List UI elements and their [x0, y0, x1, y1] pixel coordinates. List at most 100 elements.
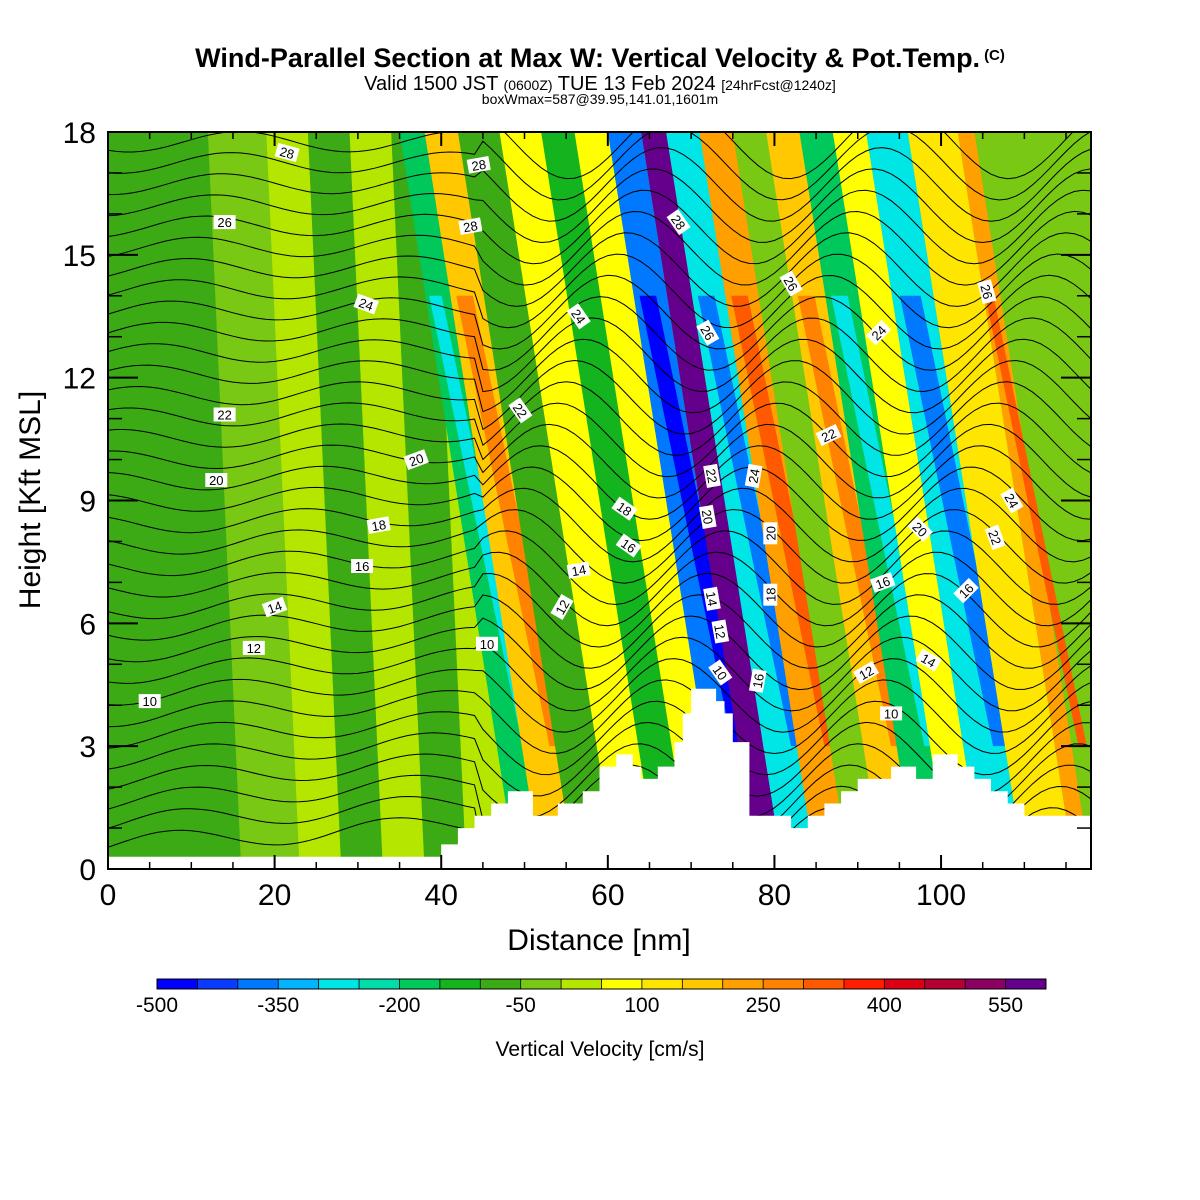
contour-label: 12: [242, 640, 265, 656]
vertical-velocity-shading: [108, 132, 1091, 869]
colorbar-label: Vertical Velocity [cm/s]: [496, 1038, 705, 1061]
contour-label-box: [763, 583, 778, 606]
forecast-run: [24hrFcst@1240z]: [721, 77, 836, 93]
contour-label-text: 28: [470, 157, 487, 174]
contour-label: 12: [550, 593, 574, 621]
x-tick-label: 0: [100, 879, 117, 912]
theta-contour: [108, 636, 1091, 712]
contour-label-text: 10: [710, 663, 731, 683]
shading-band: [499, 132, 658, 869]
contour-label-box: [508, 397, 533, 424]
axes: 0 20 40 60 80 100 0 3 6 9 12 15 18: [63, 117, 1091, 912]
colorbar-swatch: [641, 979, 683, 989]
shading-band: [391, 132, 467, 869]
theta-contour: [108, 338, 1091, 414]
contour-label-box: [205, 473, 228, 487]
shading-band: [832, 132, 983, 869]
contour-label-text: 20: [209, 473, 223, 488]
colorbar-swatch: [1005, 979, 1047, 989]
theta-contour: [108, 466, 1091, 542]
contour-label: 14: [915, 648, 942, 672]
contour-label-box: [708, 659, 733, 686]
theta-contour: [108, 232, 1091, 307]
contour-label-box: [403, 449, 429, 470]
contour-label-text: 22: [217, 408, 231, 423]
y-axis-label: Height [Kft MSL]: [14, 391, 47, 609]
theta-contour: [108, 551, 1091, 627]
contour-label-text: 18: [614, 499, 634, 520]
contour-label: 22: [213, 407, 236, 423]
theta-contour: [108, 423, 1091, 499]
theta-contour: [108, 147, 1091, 222]
colorbar-swatch: [763, 979, 805, 989]
contour-label-text: 20: [763, 526, 778, 540]
contour-label: 24: [1000, 487, 1024, 514]
valid-time-utc: (0600Z): [503, 77, 553, 93]
contour-label-box: [915, 648, 942, 672]
contour-label-box: [880, 706, 903, 721]
shading-band: [457, 132, 617, 869]
contour-label: 14: [566, 561, 591, 579]
colorbar: -500 -350 -200 -50 100 250 400 550: [136, 978, 1047, 1017]
contour-label-box: [261, 596, 288, 618]
contour-label: 26: [696, 319, 720, 346]
chart-subtitle: Valid 1500 JST (0600Z) TUE 13 Feb 2024 […: [0, 73, 1200, 96]
colorbar-swatch: [197, 979, 239, 989]
contour-label-box: [476, 636, 498, 651]
contour-label: 14: [703, 586, 721, 611]
colorbar-swatch: [157, 979, 198, 989]
contour-label: 10: [708, 659, 733, 686]
contour-label-text: 18: [370, 517, 387, 534]
contour-label-text: 20: [407, 451, 426, 470]
contour-label: 10: [476, 636, 498, 652]
contour-label-box: [763, 522, 778, 545]
colorbar-swatch: [803, 979, 845, 989]
colorbar-tick-label: 100: [624, 994, 659, 1017]
contour-label-text: 28: [278, 144, 296, 162]
copyright-mark: (C): [984, 47, 1005, 64]
contour-label-text: 24: [745, 468, 762, 485]
colorbar-tick-label: -200: [378, 994, 420, 1017]
colorbar-swatch: [965, 979, 1007, 989]
theta-contour: [108, 132, 1091, 201]
contour-label-text: 10: [142, 694, 156, 709]
shading-band: [574, 132, 725, 869]
contour-label-text: 10: [884, 706, 898, 721]
contour-label-text: 12: [552, 597, 572, 617]
chart-title-text: Wind-Parallel Section at Max W: Vertical…: [195, 43, 981, 73]
contour-label-text: 14: [265, 598, 284, 617]
y-tick-label: 18: [63, 117, 96, 150]
contour-label-text: 24: [357, 295, 376, 314]
theta-contour: [108, 381, 1091, 456]
contour-label: 20: [403, 449, 429, 470]
shading-band: [349, 132, 425, 869]
contour-label-text: 16: [874, 573, 893, 592]
contour-label: 28: [458, 217, 483, 235]
contour-label-text: 20: [699, 509, 716, 526]
contour-label-box: [550, 593, 574, 621]
x-tick-label: 20: [258, 879, 291, 912]
contour-label-box: [698, 504, 717, 529]
contour-label-box: [274, 142, 300, 163]
contour-label-box: [869, 572, 896, 593]
colorbar-tick-label: 550: [988, 994, 1023, 1017]
contour-label-text: 12: [247, 641, 261, 656]
theta-contour: [108, 296, 1091, 371]
contour-label-box: [865, 319, 892, 346]
contour-label-box: [353, 293, 379, 315]
contour-label: 22: [815, 424, 842, 446]
contour-label: 18: [763, 583, 778, 606]
theta-contour: [108, 189, 1091, 265]
colorbar-swatch: [884, 979, 926, 989]
colorbar-swatch: [278, 979, 320, 989]
contour-label-text: 26: [697, 323, 717, 343]
colorbar-swatch: [480, 979, 522, 989]
contour-label: 20: [763, 522, 778, 545]
contour-label-box: [566, 303, 591, 330]
contour-label-text: 22: [703, 468, 720, 485]
contour-label-box: [779, 270, 803, 297]
theta-contour: [108, 168, 1091, 244]
contour-label-text: 24: [1001, 491, 1021, 511]
contour-label-box: [953, 577, 979, 604]
shading-band: [266, 132, 342, 869]
